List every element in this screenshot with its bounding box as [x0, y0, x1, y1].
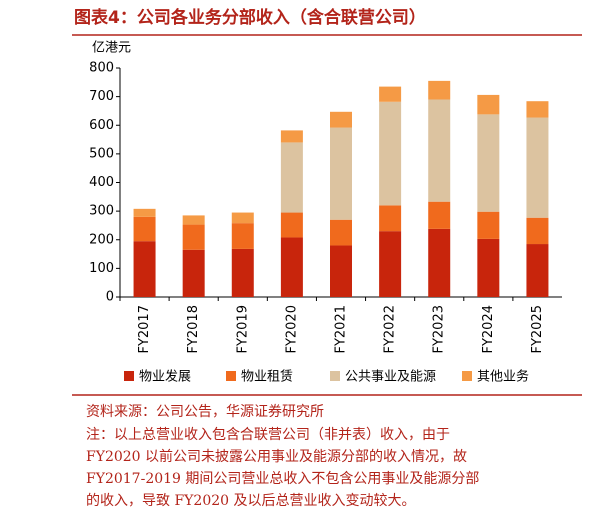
x-tick-label: FY2025 — [530, 305, 545, 354]
bar-segment — [133, 241, 156, 297]
bar-segment — [182, 224, 205, 250]
bar-segment — [379, 86, 402, 102]
y-tick-label: 100 — [89, 261, 114, 276]
legend-label: 物业租赁 — [241, 370, 293, 385]
legend-swatch — [124, 371, 134, 381]
bar-segment — [133, 216, 156, 242]
bar-segment — [428, 99, 451, 202]
bar-segment — [526, 244, 549, 297]
bar-segment — [526, 117, 549, 218]
bar-segment — [182, 249, 205, 297]
x-tick-label: FY2022 — [383, 305, 398, 354]
x-tick-label: FY2018 — [186, 305, 201, 354]
y-tick-label: 400 — [89, 175, 114, 190]
bar-segment — [477, 114, 500, 212]
y-tick-label: 0 — [106, 290, 114, 305]
source: 资料来源：公司公告，华源证券研究所 — [86, 404, 324, 420]
x-tick-label: FY2017 — [137, 305, 152, 354]
bar-segment — [280, 130, 303, 143]
y-tick-label: 300 — [89, 204, 114, 219]
y-axis-label: 亿港元 — [92, 41, 131, 56]
note-line: FY2020 以前公司未披露公用事业及能源分部的收入情况，故 — [86, 448, 467, 465]
bar-segment — [477, 211, 500, 239]
bar-segment — [379, 205, 402, 232]
bar-segment — [280, 237, 303, 297]
note-line: 注：以上总营业收入包含合联营公司（非并表）收入，由于 — [86, 427, 450, 443]
bar-segment — [477, 238, 500, 297]
bar-segment — [379, 101, 402, 206]
bar-segment — [231, 212, 254, 224]
y-tick-label: 500 — [89, 146, 114, 161]
x-tick-label: FY2019 — [235, 305, 250, 354]
bar-segment — [182, 215, 205, 225]
x-tick-label: FY2023 — [432, 305, 447, 354]
bar-segment — [133, 208, 156, 217]
bar-segment — [231, 223, 254, 249]
bar-segment — [428, 228, 451, 297]
legend-label: 其他业务 — [477, 369, 529, 385]
y-tick-label: 600 — [89, 118, 114, 133]
bar-segment — [379, 231, 402, 297]
note-line: 的收入，导致 FY2020 及以后总营业收入变动较大。 — [86, 493, 415, 509]
bar-segment — [330, 245, 352, 297]
bar-segment — [330, 127, 352, 220]
y-tick-label: 800 — [89, 61, 114, 76]
legend-label: 物业发展 — [139, 369, 191, 385]
bar-segment — [231, 248, 254, 297]
chart-title: 图表4：公司各业务分部收入（含合联营公司） — [74, 7, 426, 28]
bar-segment — [330, 111, 352, 128]
legend-label: 公共事业及能源 — [345, 370, 436, 385]
bar-segment — [428, 80, 451, 100]
x-tick-label: FY2020 — [284, 305, 299, 354]
bar-segment — [330, 219, 352, 246]
x-tick-label: FY2024 — [481, 305, 496, 354]
legend-swatch — [462, 371, 472, 381]
bar-segment — [280, 212, 303, 238]
bar-segment — [477, 94, 500, 115]
y-tick-label: 200 — [89, 232, 114, 247]
x-tick-label: FY2021 — [334, 305, 349, 354]
bar-segment — [428, 201, 451, 229]
legend-swatch — [226, 371, 236, 381]
bar-segment — [526, 217, 549, 245]
bar-segment — [526, 101, 549, 118]
bar-segment — [280, 142, 303, 213]
note-line: FY2017-2019 期间公司营业总收入不包含公用事业及能源分部 — [86, 471, 479, 487]
y-tick-label: 700 — [89, 89, 114, 104]
legend-swatch — [330, 371, 340, 381]
